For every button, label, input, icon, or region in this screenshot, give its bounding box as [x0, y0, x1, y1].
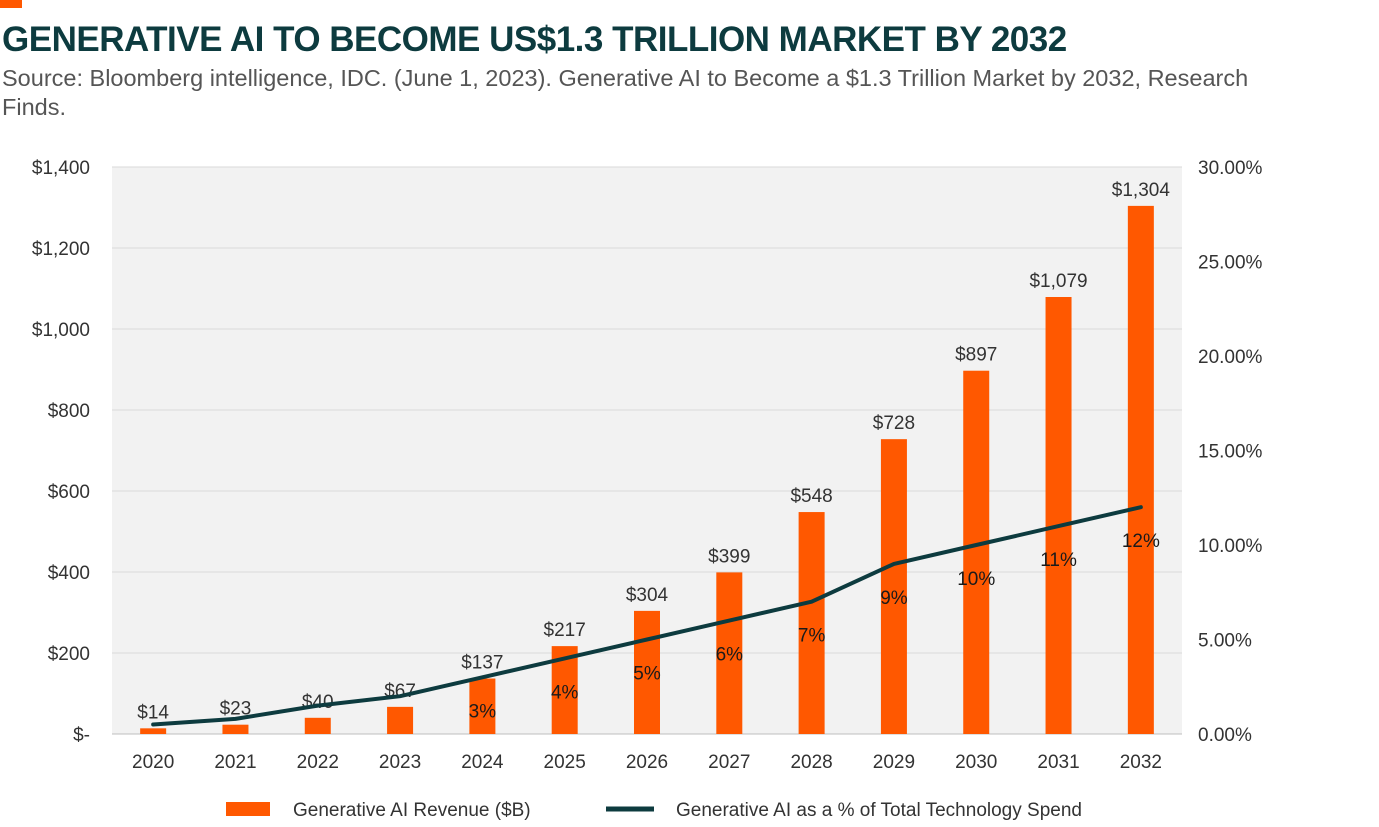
left-tick-label: $200 — [48, 644, 90, 665]
right-tick-label: 30.00% — [1198, 158, 1263, 179]
left-tick-label: $1,400 — [32, 158, 90, 179]
line-point-2031 — [1058, 525, 1060, 527]
left-axis: $- $200 $400 $600 $800 $1,000 $1,200 $1,400 — [32, 158, 90, 746]
bar-2028 — [798, 512, 825, 734]
x-tick-label: 2027 — [708, 752, 750, 773]
x-tick-label: 2020 — [132, 752, 174, 773]
line-point-2020 — [152, 724, 154, 726]
bar-2032 — [1127, 205, 1154, 734]
line-label-2027: 6% — [716, 645, 744, 666]
legend-line-label: Generative AI as a % of Total Technology… — [676, 800, 1082, 821]
line-point-2024 — [481, 676, 483, 678]
left-tick-label: $800 — [48, 401, 90, 422]
x-tick-label: 2023 — [379, 752, 421, 773]
bar-label-2025: $217 — [544, 620, 586, 641]
x-tick-label: 2022 — [297, 752, 339, 773]
line-point-2026 — [646, 639, 648, 640]
line-data-labels: 3% 4% 5% 6% 7% 9% 10% 11% 12% — [469, 531, 1160, 722]
bar-2021 — [222, 724, 249, 734]
line-label-2029: 9% — [880, 588, 908, 609]
line-point-2032 — [1140, 506, 1142, 508]
right-tick-label: 25.00% — [1198, 253, 1263, 274]
line-point-2022 — [317, 705, 319, 707]
right-axis: 0.00% 5.00% 10.00% 15.00% 20.00% 25.00% 30.00% — [1198, 158, 1263, 746]
bar-2029 — [880, 439, 907, 734]
bar-2024 — [469, 678, 496, 734]
bar-2027 — [716, 572, 743, 734]
bar-2023 — [387, 706, 414, 734]
bar-2031 — [1045, 297, 1072, 734]
bar-label-2020: $14 — [137, 702, 169, 723]
accent-square — [0, 0, 22, 8]
bar-label-2032: $1,304 — [1112, 180, 1171, 201]
bar-data-labels: $14 $23 $40$67$137$217$304$399$548$728$897… — [137, 180, 1170, 723]
x-tick-label: 2026 — [626, 752, 668, 773]
left-tick-label: $400 — [48, 563, 90, 584]
bar-2022 — [304, 717, 331, 734]
line-point-2030 — [975, 544, 977, 546]
bar-2030 — [963, 370, 990, 734]
line-point-2028 — [811, 601, 813, 603]
bar-2020 — [140, 728, 167, 734]
left-tick-label: $600 — [48, 482, 90, 503]
line-point-2025 — [564, 657, 566, 659]
x-tick-label: 2028 — [790, 752, 832, 773]
legend-bar-label: Generative AI Revenue ($B) — [293, 800, 531, 821]
line-point-2023 — [399, 695, 401, 697]
line-label-2024: 3% — [469, 701, 497, 722]
line-label-2030: 10% — [957, 569, 995, 590]
left-tick-label: $1,000 — [32, 320, 90, 341]
line-point-2029 — [893, 563, 895, 565]
line-point-2027 — [728, 620, 730, 622]
x-tick-label: 2025 — [544, 752, 586, 773]
x-tick-label: 2030 — [955, 752, 997, 773]
bar-label-2031: $1,079 — [1029, 271, 1087, 292]
bar-label-2026: $304 — [626, 585, 669, 606]
legend-bar-swatch — [226, 802, 270, 816]
right-tick-label: 5.00% — [1198, 631, 1252, 652]
bar-label-2022: $40 — [302, 692, 334, 713]
x-tick-label: 2029 — [873, 752, 915, 773]
right-tick-label: 10.00% — [1198, 536, 1263, 557]
line-series — [151, 505, 1143, 727]
right-tick-label: 20.00% — [1198, 347, 1263, 368]
x-tick-label: 2031 — [1037, 752, 1079, 773]
line-label-2026: 5% — [633, 664, 661, 685]
bar-label-2029: $728 — [873, 413, 915, 434]
bar-label-2027: $399 — [708, 546, 750, 567]
line-label-2031: 11% — [1040, 550, 1077, 571]
left-tick-label: $1,200 — [32, 239, 90, 260]
x-axis: 2020 2021 2022 2023 2024 2025 2026 2027 2028 2029… — [132, 752, 1162, 773]
right-tick-label: 15.00% — [1198, 442, 1263, 463]
bar-label-2030: $897 — [955, 345, 997, 366]
chart-title: GENERATIVE AI TO BECOME US$1.3 TRILLION … — [2, 20, 1067, 59]
bar-label-2021: $23 — [220, 699, 252, 720]
x-tick-label: 2024 — [461, 752, 504, 773]
line-label-2025: 4% — [551, 682, 579, 703]
x-tick-label: 2021 — [214, 752, 256, 773]
bar-2026 — [634, 610, 660, 734]
chart-subtitle: Source: Bloomberg intelligence, IDC. (Ju… — [2, 65, 1249, 120]
line-label-2032: 12% — [1122, 531, 1160, 552]
legend: Generative AI Revenue ($B) Generative AI … — [226, 800, 1082, 821]
bar-label-2024: $137 — [461, 653, 503, 674]
bar-label-2028: $548 — [790, 486, 832, 507]
right-tick-label: 0.00% — [1198, 725, 1252, 746]
bar-series — [140, 205, 1154, 734]
x-tick-label: 2032 — [1120, 752, 1162, 773]
line-label-2028: 7% — [798, 626, 826, 647]
line-point-2021 — [234, 718, 236, 720]
left-tick-label: $- — [73, 725, 90, 746]
